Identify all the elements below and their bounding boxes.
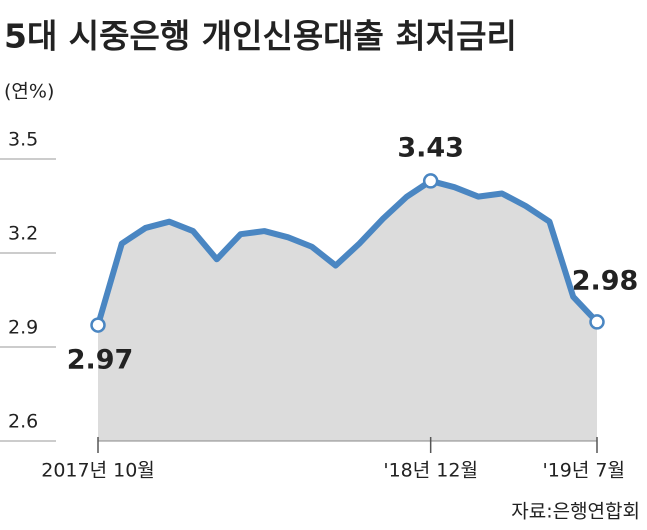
- data-label: 2.97: [67, 345, 134, 376]
- x-tick-label: 2017년 10월: [41, 460, 155, 482]
- y-tick-label: 2.9: [8, 317, 38, 339]
- point-marker: [589, 314, 605, 330]
- y-tick-label: 3.5: [8, 129, 38, 151]
- source: 자료:은행연합회: [511, 501, 640, 523]
- chart-title: 5대 시중은행 개인신용대출 최저금리: [4, 17, 517, 56]
- point-marker: [90, 317, 106, 333]
- x-tick-label: '18년 12월: [383, 460, 478, 482]
- data-label: 3.43: [397, 132, 464, 163]
- point-marker: [422, 173, 439, 189]
- y-tick-label: 3.2: [8, 223, 38, 245]
- y-tick-label: 2.6: [8, 411, 38, 433]
- line: [95, 177, 600, 329]
- data-label: 2.98: [572, 265, 639, 296]
- x-tick-label: '19년 7월: [543, 460, 626, 482]
- y-axis-label: (연%): [4, 81, 54, 103]
- area: [98, 180, 597, 441]
